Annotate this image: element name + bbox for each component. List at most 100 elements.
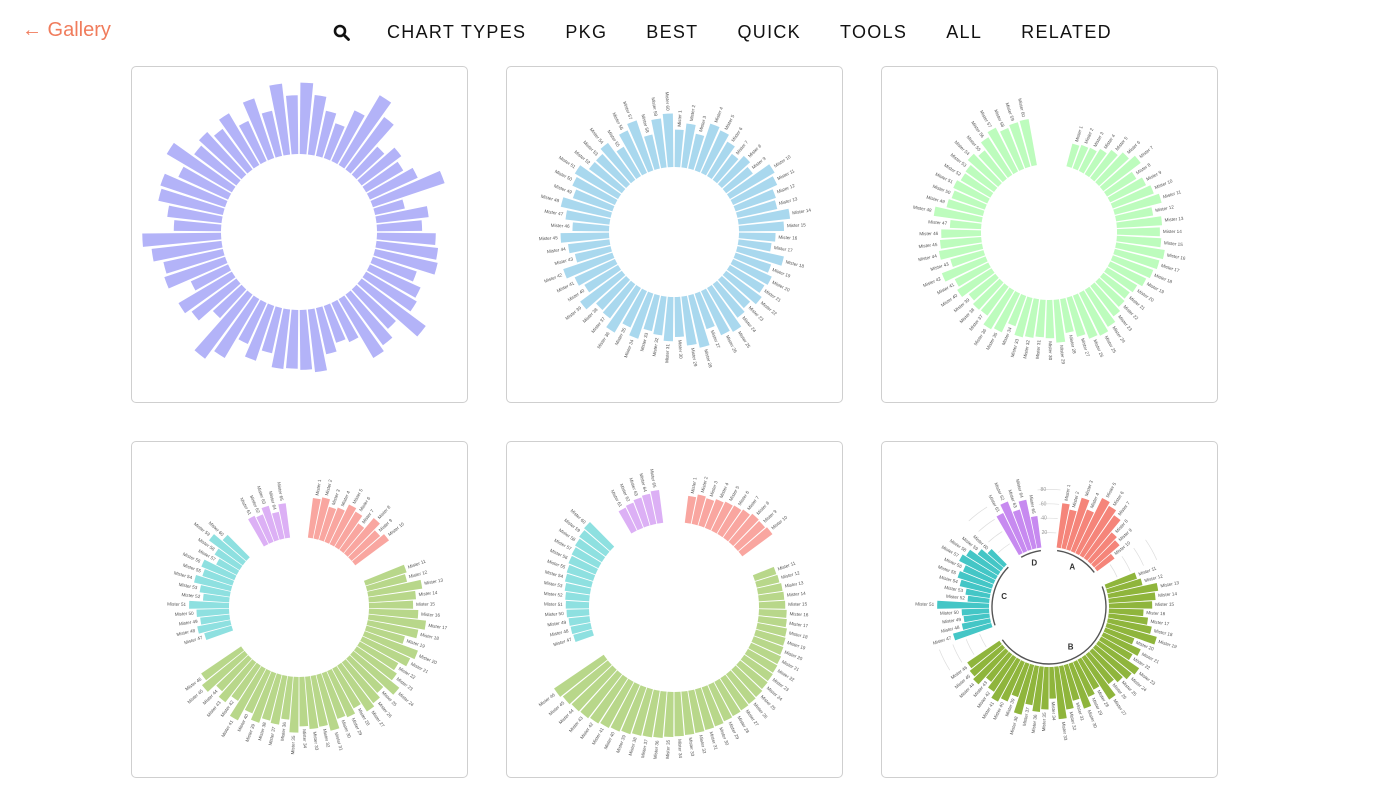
bar-label: Mister 5 [728,485,740,502]
chart-bar [698,498,715,528]
nav-tools[interactable]: TOOLS [840,21,908,42]
chart-bar [1084,148,1107,178]
chart-bar [1077,657,1100,690]
chart-bar [214,295,260,358]
chart-card-circular-barplot-gap[interactable]: Mister 1 Mister 2 Mister 3 Mister 4 Mister 5… [881,66,1218,403]
group-arc [1056,549,1095,573]
chart-bar [1104,267,1138,293]
nav-quick[interactable]: QUICK [737,21,801,42]
bar-label: Mister 32 [698,734,707,754]
chart-bar [650,489,664,524]
chart-bar [563,252,615,279]
bar-label: Mister 35 [290,735,296,755]
bar-label: Mister 13 [784,580,804,588]
chart-bar [222,534,250,561]
bar-label: Mister 45 [918,242,938,249]
chart-bar [376,220,423,232]
chart-bar [261,673,282,721]
scale-tick-label: 20 [1042,530,1048,536]
bar-label: Mister 30 [1048,341,1053,360]
chart-bar [366,167,418,200]
chart-bar [758,591,785,602]
bar-label: Mister 14 [1158,591,1178,598]
chart-bar [1107,582,1159,599]
chart-bar [1110,255,1154,279]
nav-chart-types[interactable]: CHART TYPES [387,21,527,42]
chart-bar [1070,509,1094,553]
nav-related[interactable]: RELATED [1021,21,1112,42]
chart-bar [1009,122,1031,169]
bar-label: Mister 1 [1074,125,1084,143]
chart-card-sorted-grouped-circular-barplot[interactable]: Mister 1 Mister 2 Mister 3 Mister 4 Mister 5… [506,441,843,778]
chart-bar [1081,654,1116,700]
chart-bar [1095,152,1129,186]
nav-best[interactable]: BEST [646,21,699,42]
bar-label: Mister 33 [1061,721,1068,741]
bar-label: Mister 37 [268,726,277,746]
bar-label: Mister 56 [611,112,624,131]
bar-label: Mister 50 [940,610,960,616]
chart-bar [738,221,785,232]
chart-bar [352,534,390,566]
bar-label: Mister 42 [579,721,594,740]
bar-label: Mister 64 [638,473,648,493]
chart-bar [977,549,1004,572]
bar-label: Mister 20 [418,653,438,665]
bar-label: Mister 11 [1162,189,1182,199]
bar-label: Mister 46 [551,223,571,229]
chart-card-grouped-circular-barplot[interactable]: Mister 1 Mister 2 Mister 3 Mister 4 Mister 5… [131,441,468,778]
bar-label: Mister 14 [418,590,438,597]
chart-bar [644,134,660,170]
scale-line [1109,564,1118,578]
chart-bar [730,176,778,205]
chart-card-basic-circular-barplot[interactable] [131,66,468,403]
chart-bar [575,538,606,563]
bar-label: Mister 33 [1010,338,1020,358]
chart-bar [362,271,417,312]
group-label: D [1031,559,1037,568]
chart-bar [337,662,375,712]
scale-line [952,644,963,663]
chart-bar [572,177,618,205]
chart-card-labelled-circular-barplot[interactable]: Mister 1 Mister 2 Mister 3 Mister 4 Mister 5… [506,66,843,403]
bar-label: Mister 1 [1064,484,1072,501]
chart-bar [733,520,766,552]
chart-bar [973,648,1009,685]
chart-bar [1116,235,1162,248]
bar-label: Mister 57 [979,109,993,128]
bar-label: Mister 30 [340,719,352,739]
chart-card-scaled-grouped-circular-barplot[interactable]: Mister 1 Mister 2 Mister 3 Mister 4 Mister 5… [881,441,1218,778]
nav-pkg[interactable]: PKG [565,21,608,42]
bar-label: Mister 19 [1158,639,1178,650]
chart-bar [707,141,735,180]
bar-label: Mister 27 [1112,698,1127,717]
bar-label: Mister 37 [640,738,649,758]
bar-label: Mister 13 [1164,216,1184,223]
back-to-gallery-link[interactable]: ← Gallery [22,19,111,41]
search-icon[interactable] [333,22,353,42]
chart-bar [201,559,237,581]
bar-label: Mister 15 [787,222,807,228]
chart-bar [365,574,408,592]
bar-label: Mister 17 [428,623,448,631]
scale-tick-label: 40 [1041,516,1047,522]
bar-label: Mister 46 [919,231,938,236]
group-arc [1020,549,1042,558]
bar-label: Mister 53 [944,585,964,593]
chart-bar [164,256,228,289]
chart-bar [722,167,753,194]
chart-bar [629,291,654,339]
bar-label: Mister 36 [653,740,660,760]
chart-bar [376,232,436,246]
chart-bar [1113,248,1160,270]
chart-bar [737,208,791,225]
bar-label: Mister 36 [596,331,611,350]
chart-bar [285,309,299,369]
chart-bar [362,161,404,193]
nav-all[interactable]: ALL [946,21,983,42]
bar-label: Mister 11 [776,168,795,181]
scale-line [968,506,988,522]
chart-bar [316,673,340,731]
bar-label: Mister 35 [1041,712,1047,732]
chart-bar [201,650,248,692]
